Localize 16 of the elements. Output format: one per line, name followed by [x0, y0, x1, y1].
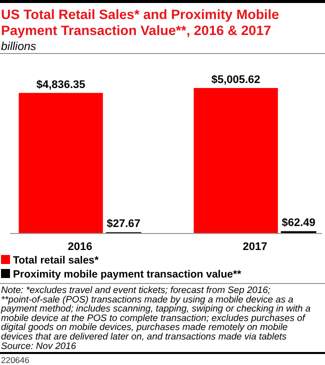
data-label: $4,836.35: [36, 78, 86, 91]
chart-title: US Total Retail Sales* and Proximity Mobile Payment Transaction Value**, 2016 & 2017: [1, 7, 280, 38]
text: Note: *excludes travel and event tickets; forecast from Sep 2016;: [1, 284, 271, 295]
data-label: $62.49: [282, 217, 316, 230]
x-tick-label: 2017: [242, 241, 268, 253]
x-tick-label: 2016: [68, 241, 92, 253]
legend-label: Proximity mobile payment transaction value**: [13, 268, 242, 280]
bar: [194, 88, 278, 233]
chart-subtitle: billions: [1, 41, 36, 53]
text: devices that are delivered later on, and transactions made via tablets: [1, 330, 287, 342]
source-note: Source: Nov 2016: [1, 340, 77, 351]
text: 220646: [1, 355, 30, 365]
data-label: $27.67: [106, 218, 140, 230]
bar: [18, 92, 103, 233]
data-label: $5,005.62: [211, 74, 260, 86]
legend-label: Total retail sales*: [13, 254, 100, 266]
